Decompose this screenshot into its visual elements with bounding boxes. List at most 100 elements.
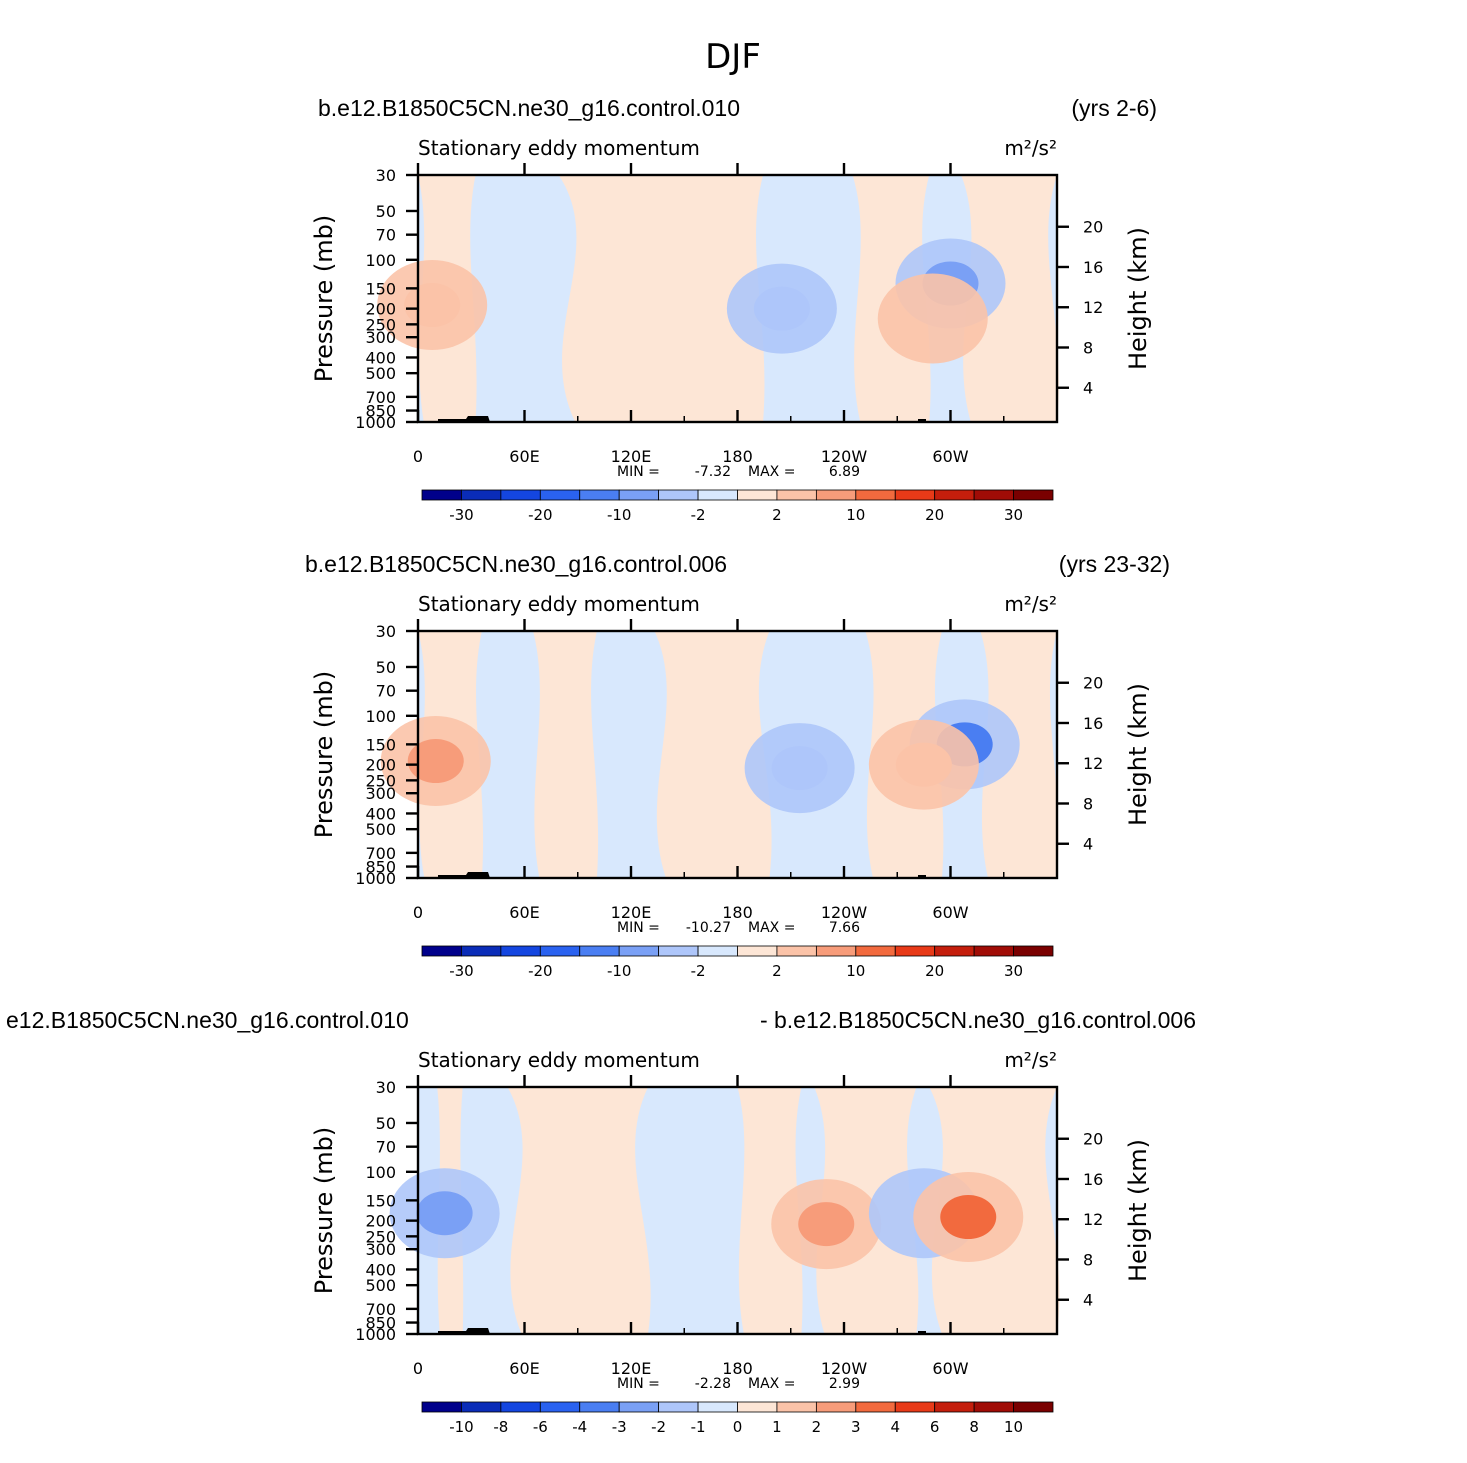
x-tick-label: 60E <box>509 903 539 922</box>
panel-2: 0 60E 120E 180 120W 60W3050701001502002503004… <box>305 551 1170 980</box>
colorbar-label: 2 <box>772 962 782 980</box>
colorbar-swatch <box>461 489 502 501</box>
y-tick-label: 250 <box>365 1227 396 1246</box>
y2-tick-label: 20 <box>1083 674 1103 693</box>
positive-region <box>533 631 599 878</box>
y-tick-label: 200 <box>365 1212 396 1231</box>
y-axis-label: Pressure (mb) <box>310 671 338 838</box>
colorbar-swatch <box>618 1401 660 1413</box>
colorbar-label: 10 <box>1004 1418 1023 1436</box>
max-label: MAX = <box>748 920 795 936</box>
colorbar-swatch <box>697 489 738 501</box>
contour-blob-inner <box>895 742 952 787</box>
positive-region <box>737 1087 803 1334</box>
positive-region <box>558 175 728 422</box>
y-tick-label: 1000 <box>355 869 396 888</box>
y-tick-label: 30 <box>376 1078 396 1097</box>
colorbar-swatch <box>815 1401 857 1413</box>
y-tick-label: 70 <box>376 682 396 701</box>
x-tick-label: 0 <box>413 1359 423 1378</box>
y-tick-label: 850 <box>365 858 396 877</box>
y2-tick-label: 8 <box>1083 338 1093 357</box>
contour-blob-inner <box>940 1195 997 1240</box>
x-tick-label: 180 <box>722 1359 753 1378</box>
y-tick-label: 500 <box>365 1276 396 1295</box>
colorbar-swatch <box>579 945 620 957</box>
topography <box>918 1331 926 1334</box>
x-tick-label: 60E <box>509 1359 539 1378</box>
colorbar-swatch <box>697 945 738 957</box>
y-tick-label: 500 <box>365 820 396 839</box>
colorbar-label: -4 <box>572 1418 587 1436</box>
colorbar-label: -30 <box>449 506 474 524</box>
colorbar-swatch <box>973 945 1014 957</box>
y2-tick-label: 12 <box>1083 1210 1103 1229</box>
colorbar-swatch <box>421 1401 462 1413</box>
y-tick-label: 500 <box>365 364 396 383</box>
colorbar-swatch <box>894 489 936 501</box>
colorbar-label: -20 <box>528 962 553 980</box>
colorbar-swatch <box>776 489 817 501</box>
colorbar-swatch <box>539 1401 581 1413</box>
y-tick-label: 200 <box>365 756 396 775</box>
topography <box>438 872 490 878</box>
y-axis-label: Pressure (mb) <box>310 215 338 382</box>
y2-tick-label: 16 <box>1083 258 1103 277</box>
contour-blob-inner <box>416 1191 473 1236</box>
colorbar-label: -10 <box>449 1418 474 1436</box>
positive-region <box>980 631 1059 878</box>
y-tick-label: 400 <box>365 1260 396 1279</box>
colorbar-label: 30 <box>1004 506 1023 524</box>
colorbar-swatch <box>815 489 857 501</box>
colorbar-label: 1 <box>772 1418 782 1436</box>
colorbar-swatch <box>579 1401 620 1413</box>
contour-blob-inner <box>753 286 810 331</box>
x-tick-label: 120E <box>611 903 652 922</box>
y-tick-label: 400 <box>365 804 396 823</box>
y-tick-label: 850 <box>365 402 396 421</box>
colorbar-swatch <box>618 489 660 501</box>
colorbar-swatch <box>500 945 541 957</box>
y2-tick-label: 4 <box>1083 1291 1093 1310</box>
positive-region <box>961 175 1059 422</box>
x-tick-label: 0 <box>413 903 423 922</box>
y-tick-label: 1000 <box>355 1325 396 1344</box>
contour-blob-outer <box>877 273 988 364</box>
colorbar-swatch <box>500 1401 541 1413</box>
x-tick-label: 120E <box>611 447 652 466</box>
colorbar-swatch <box>894 1401 936 1413</box>
y-tick-label: 250 <box>365 315 396 334</box>
min-value: -7.32 <box>695 464 731 480</box>
x-tick-label: 120W <box>821 447 868 466</box>
x-tick-label: 0 <box>413 447 423 466</box>
x-tick-label: 60E <box>509 447 539 466</box>
y-tick-label: 150 <box>365 1191 396 1210</box>
colorbar-label: 30 <box>1004 962 1023 980</box>
y2-tick-label: 8 <box>1083 1250 1093 1269</box>
colorbar-swatch <box>1013 489 1054 501</box>
min-label: MIN = <box>617 1376 660 1392</box>
colorbar-swatch <box>973 489 1014 501</box>
y-tick-label: 1000 <box>355 413 396 432</box>
colorbar-label: 2 <box>812 1418 822 1436</box>
topography <box>918 419 926 422</box>
y-tick-label: 700 <box>365 388 396 407</box>
y-tick-label: 150 <box>365 279 396 298</box>
x-tick-label: 180 <box>722 903 753 922</box>
positive-region <box>507 1087 651 1334</box>
colorbar-label: 2 <box>772 506 782 524</box>
colorbar-swatch <box>1013 1401 1054 1413</box>
colorbar-swatch <box>461 1401 502 1413</box>
min-value: -2.28 <box>695 1376 731 1392</box>
units-label: m²/s² <box>1004 136 1057 160</box>
min-value: -10.27 <box>686 920 731 936</box>
x-tick-label: 120E <box>611 1359 652 1378</box>
y2-axis-label: Height (km) <box>1124 1139 1152 1282</box>
panel-right-title: (yrs 2-6) <box>1071 95 1157 121</box>
y-tick-label: 300 <box>365 784 396 803</box>
y-tick-label: 150 <box>365 735 396 754</box>
y-tick-label: 100 <box>365 707 396 726</box>
colorbar-label: -2 <box>651 1418 666 1436</box>
variable-name: Stationary eddy momentum <box>418 592 700 616</box>
y-tick-label: 200 <box>365 300 396 319</box>
